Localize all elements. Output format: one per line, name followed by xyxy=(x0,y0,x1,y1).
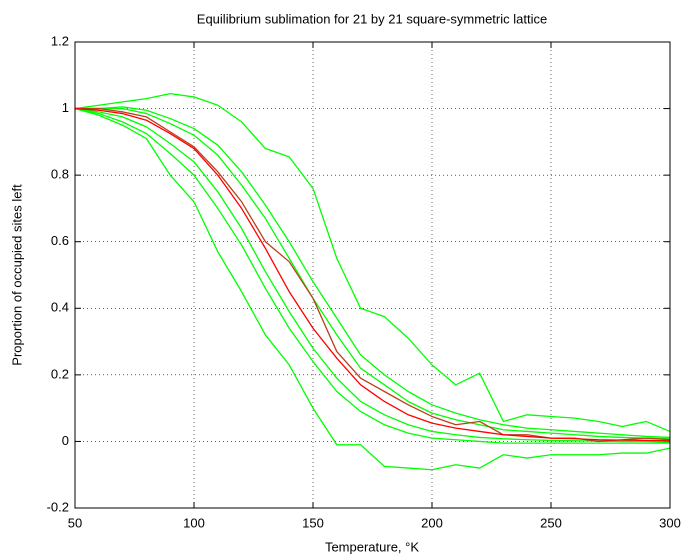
y-tick-label: 1.2 xyxy=(51,33,69,48)
data-line xyxy=(75,106,671,439)
data-line xyxy=(75,107,671,440)
y-tick-label: 0.4 xyxy=(51,300,69,315)
y-tick-label: 0.8 xyxy=(51,167,69,182)
chart-title: Equilibrium sublimation for 21 by 21 squ… xyxy=(197,11,547,26)
x-tick-label: 250 xyxy=(540,515,562,530)
x-axis-label: Temperature, °K xyxy=(325,539,419,554)
x-tick-label: 150 xyxy=(302,515,324,530)
y-tick-label: 0.2 xyxy=(51,366,69,381)
plot-frame xyxy=(74,41,671,509)
y-tick-label: 0 xyxy=(62,433,69,448)
y-tick-label: 1 xyxy=(62,100,69,115)
x-tick-label: 300 xyxy=(659,515,681,530)
x-tick-label: 200 xyxy=(421,515,443,530)
data-line xyxy=(74,107,671,442)
data-line xyxy=(74,92,671,433)
y-tick-label: -0.2 xyxy=(47,499,69,514)
data-line xyxy=(74,107,671,443)
x-tick-label: 50 xyxy=(68,515,82,530)
data-line xyxy=(74,107,671,471)
x-tick-label: 100 xyxy=(183,515,205,530)
y-axis-label: Proportion of occupied sites left xyxy=(9,184,24,366)
data-line xyxy=(74,107,670,444)
y-tick-label: 0.6 xyxy=(51,233,69,248)
